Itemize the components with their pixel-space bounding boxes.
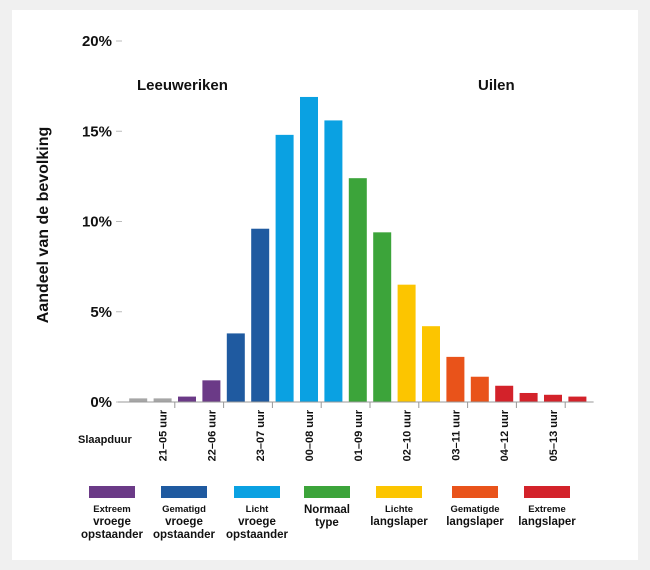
bar (397, 284, 416, 402)
legend-swatch (452, 486, 498, 498)
x-tick-label: 04–12 uur (499, 409, 511, 461)
group-label-uilen: Uilen (478, 77, 515, 94)
legend-item: Licht vroege opstaander (212, 486, 302, 542)
bar (300, 96, 318, 402)
bar (129, 398, 148, 402)
legend-item: Extreem vroege opstaander (67, 486, 157, 542)
legend-label-line: langslaper (370, 516, 428, 528)
legend-label-line: vroege (165, 516, 203, 528)
bar (251, 228, 270, 402)
group-label-leeuweriken: Leeuweriken (137, 77, 228, 94)
bar (348, 178, 367, 402)
legend-swatch (161, 486, 207, 498)
bar (519, 392, 538, 402)
legend-item: Gematigde langslaper (430, 486, 520, 529)
x-tick-label: 05–13 uur (548, 409, 560, 461)
bar (422, 326, 440, 402)
x-tick-label: 23–07 uur (255, 409, 267, 461)
y-tick-label: 15% (82, 123, 112, 140)
x-tick-label: 03–11 uur (450, 409, 462, 460)
x-tick-label: 01–09 uur (353, 409, 365, 461)
legend-label-line: vroege (93, 516, 131, 528)
bar (275, 134, 294, 403)
legend-swatch (234, 486, 280, 498)
y-tick-label: 0% (90, 394, 112, 411)
legend-label-line: langslaper (518, 516, 576, 528)
bar (495, 385, 514, 402)
y-tick-label: 20% (82, 33, 112, 50)
legend-swatch (376, 486, 422, 498)
chart-card: Aandeel van de bevolking Leeuweriken Uil… (12, 10, 638, 560)
legend-label-line: Extreem (93, 504, 131, 515)
legend-label-line: Gematigd (162, 504, 206, 515)
x-tick-label: 22–06 uur (206, 409, 218, 461)
bar (324, 120, 343, 403)
x-tick-label: 21–05 uur (158, 409, 170, 461)
bar (226, 333, 245, 402)
legend-swatch (304, 486, 350, 498)
bar (202, 380, 221, 402)
chart-svg: Aandeel van de bevolking Leeuweriken Uil… (35, 33, 594, 461)
legend-label-line: opstaander (153, 529, 215, 541)
bar (153, 398, 172, 402)
legend-swatch (524, 486, 570, 498)
x-tick-label: 00–08 uur (304, 409, 316, 461)
x-tick-label: 02–10 uur (402, 409, 414, 461)
bar (446, 356, 465, 402)
bar (568, 396, 587, 402)
legend-label-line: Licht (245, 504, 269, 515)
legend-label-line: Lichte (385, 504, 413, 515)
y-tick-label: 10% (82, 214, 112, 231)
legend-item: Lichte langslaper (354, 486, 444, 529)
bar (544, 394, 562, 402)
y-tick-label: 5% (90, 304, 112, 321)
bar (373, 232, 392, 402)
legend-label-line: Extreme (528, 504, 566, 515)
legend-label-line: opstaander (81, 529, 143, 541)
y-axis-label: Aandeel van de bevolking (35, 127, 52, 324)
legend-label-line: opstaander (226, 529, 288, 541)
legend-label-line: Normaal (303, 504, 351, 516)
bar (470, 376, 489, 402)
x-axis-label: Slaapduur (78, 434, 133, 446)
legend-item: Extreme langslaper (502, 486, 592, 529)
bar (178, 396, 196, 402)
legend-label-line: type (315, 517, 339, 529)
legend-label-line: Gematigde (450, 504, 500, 515)
legend-label-line: vroege (238, 516, 276, 528)
legend-swatch (89, 486, 135, 498)
legend-label-line: langslaper (446, 516, 504, 528)
legend-item: Normaal type (282, 486, 372, 530)
legend-item: Gematigd vroege opstaander (139, 486, 229, 542)
